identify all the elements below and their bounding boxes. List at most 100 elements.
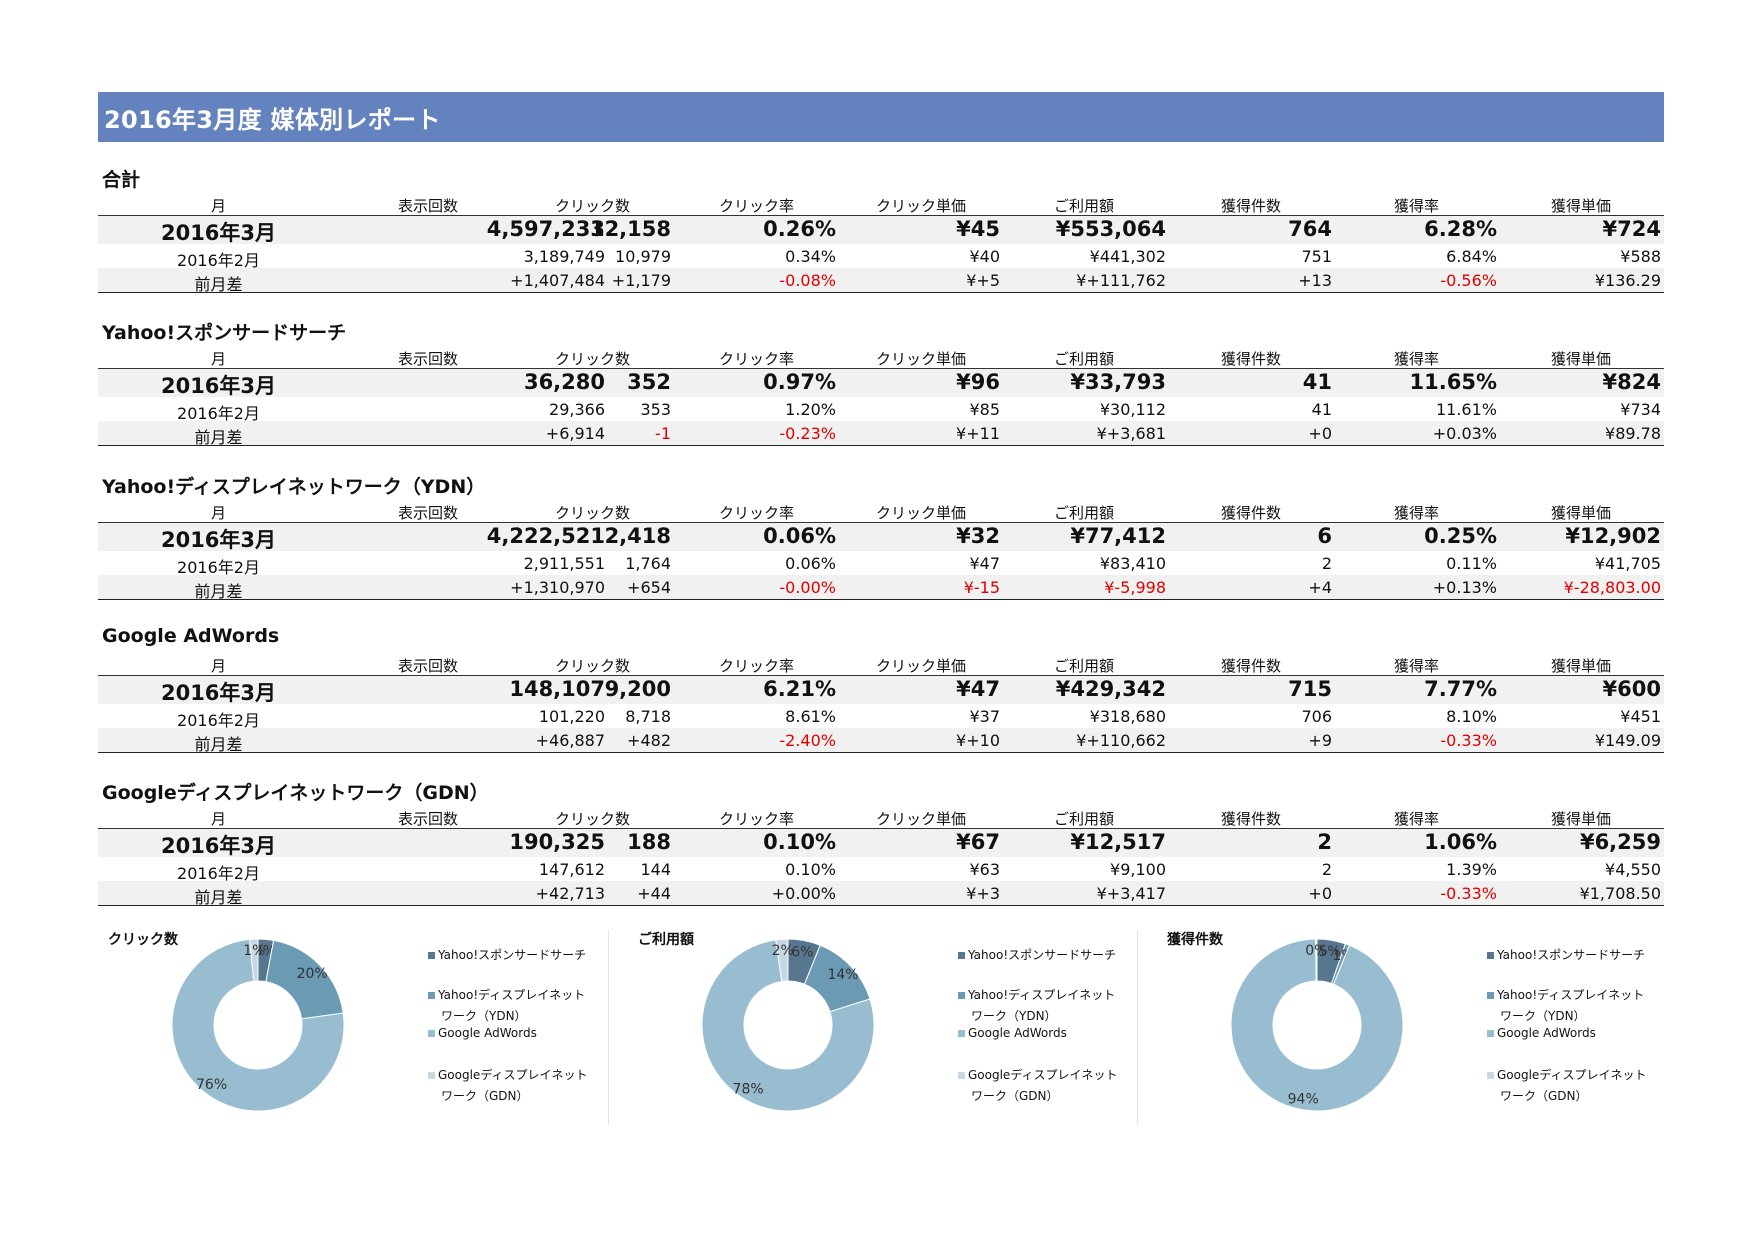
cell-cvr: -0.56% [1440,271,1497,290]
legend-item: Yahoo!スポンサードサーチ [428,945,608,966]
legend-label: Google AdWords [438,1026,537,1040]
cell-spend: ¥+111,762 [1076,271,1166,290]
cell-month: 前月差 [194,735,243,754]
row-difference: 前月差 +42,713 +44 +0.00% ¥+3 ¥+3,417 +0 -0.33% ¥1,… [98,881,1664,907]
row-previous-month: 2016年2月 3,189,749 10,979 0.34% ¥40 ¥441,302 75… [98,244,1664,270]
cell-cpa: ¥724 [1602,217,1661,241]
chart-divider [608,930,609,1125]
legend-swatch [428,952,435,959]
cell-month: 前月差 [194,275,243,294]
column-header-ctr: クリック率 [719,504,795,522]
slice-percent-label: 1% [243,943,265,959]
column-header-ctr: クリック率 [719,197,795,215]
cell-spend: ¥77,412 [1070,524,1166,548]
column-header-clicks: クリック数 [555,810,631,828]
cell-cpc: ¥67 [956,830,1000,854]
cell-spend: ¥30,112 [1099,400,1166,419]
cell-cvr: -0.33% [1440,884,1497,903]
cell-impressions: +6,914 [545,424,605,443]
cell-ctr: 0.34% [785,247,836,266]
legend-label: ワーク（YDN） [441,1009,527,1023]
cell-spend: ¥9,100 [1110,860,1166,879]
column-header-spend: ご利用額 [1054,504,1115,522]
cell-cpa: ¥12,902 [1565,524,1661,548]
slice-percent-label: 0% [1305,943,1327,959]
cell-cpc: ¥37 [969,707,1000,726]
cell-cvr: 1.06% [1424,830,1497,854]
donut-slice [171,938,345,1112]
column-header-clicks: クリック数 [555,197,631,215]
row-current-month: 2016年3月 36,280 352 0.97% ¥96 ¥33,793 41 11.65% ¥… [98,369,1664,398]
column-header-cpc: クリック単価 [876,810,967,828]
legend-item: Yahoo!ディスプレイネット ワーク（YDN） [958,985,1138,1027]
donut-slice [1230,938,1404,1112]
legend-swatch [1487,1030,1494,1037]
cell-clicks: 1,764 [625,554,671,573]
cell-conversions: 2 [1321,554,1332,573]
column-header-cpc: クリック単価 [876,504,967,522]
legend-swatch [1487,992,1494,999]
cell-cvr: 8.10% [1446,707,1497,726]
cell-cvr: +0.13% [1432,578,1497,597]
cell-spend: ¥+3,417 [1096,884,1166,903]
legend-swatch [1487,1072,1494,1079]
legend-item: Googleディスプレイネット ワーク（GDN） [428,1065,608,1107]
cell-conversions: 751 [1301,247,1332,266]
cell-month: 前月差 [194,428,243,447]
column-header-cpa: 獲得単価 [1551,657,1612,675]
cell-cvr: 1.39% [1446,860,1497,879]
donut-chart: 6% 14% 78% 2% [701,938,875,1112]
cell-cpc: ¥+5 [966,271,1000,290]
clicks-share-chart: クリック数 3% 20% 76% 1% Yahoo!スポンサードサーチ Yahoo!ディスプ… [98,925,618,1125]
section-title: Yahoo!スポンサードサーチ [102,322,347,344]
page-title: 2016年3月度 媒体別レポート [104,106,441,134]
row-difference: 前月差 +6,914 -1 -0.23% ¥+11 ¥+3,681 +0 +0.03% ¥89.… [98,421,1664,447]
cell-clicks: 2,418 [604,524,671,548]
cell-impressions: 147,612 [538,860,605,879]
cell-cpc: ¥40 [969,247,1000,266]
cell-ctr: 0.26% [763,217,836,241]
cell-cpc: ¥47 [969,554,1000,573]
column-header-impressions: 表示回数 [398,657,459,675]
cell-ctr: 0.06% [785,554,836,573]
cell-month: 前月差 [194,582,243,601]
column-header-impressions: 表示回数 [398,810,459,828]
row-difference: 前月差 +1,310,970 +654 -0.00% ¥-15 ¥-5,998 +4 +0.1… [98,575,1664,601]
cell-impressions: 4,222,521 [486,524,605,548]
column-header-spend: ご利用額 [1054,810,1115,828]
cell-cvr: 11.65% [1409,370,1497,394]
column-header-cpa: 獲得単価 [1551,197,1612,215]
cell-spend: ¥12,517 [1070,830,1166,854]
cell-cpa: ¥588 [1620,247,1661,266]
legend-label: ワーク（GDN） [441,1089,529,1103]
cell-cpa: ¥1,708.50 [1579,884,1661,903]
column-header-impressions: 表示回数 [398,197,459,215]
cell-impressions: 4,597,233 [486,217,605,241]
cell-impressions: 101,220 [538,707,605,726]
cell-impressions: 148,107 [509,677,605,701]
cell-clicks: 9,200 [604,677,671,701]
cell-cpc: ¥+11 [956,424,1000,443]
donut-slice [1315,938,1318,982]
cell-cpa: ¥6,259 [1579,830,1661,854]
cell-spend: ¥+3,681 [1096,424,1166,443]
cell-month: 前月差 [194,888,243,907]
slice-percent-label: 20% [297,966,328,982]
section-title: Yahoo!ディスプレイネットワーク（YDN） [102,476,486,498]
column-header-cvr: 獲得率 [1394,197,1440,215]
cell-impressions: +1,310,970 [510,578,605,597]
data-rows: 2016年3月 4,597,233 12,158 0.26% ¥45 ¥553,064 76… [98,215,1664,294]
cell-clicks: +482 [627,731,671,750]
cell-cvr: 11.61% [1435,400,1497,419]
legend-label: Yahoo!スポンサードサーチ [968,948,1117,962]
donut-chart: 5%1%94%0% [1230,938,1404,1112]
cell-month: 2016年3月 [160,681,277,705]
cell-cpc: ¥+10 [956,731,1000,750]
column-header-cvr: 獲得率 [1394,350,1440,368]
cell-impressions: 2,911,551 [523,554,605,573]
cell-ctr: 0.10% [785,860,836,879]
legend-swatch [958,992,965,999]
row-previous-month: 2016年2月 29,366 353 1.20% ¥85 ¥30,112 41 11.61% ¥… [98,397,1664,423]
conversions-share-chart: 獲得件数 5% 1% 94% 0% Yahoo!スポンサードサーチ Yahoo!ディスプレイ… [1157,925,1677,1125]
header-row: 月 表示回数 クリック数 クリック率 クリック単価 ご利用額 獲得件数 獲得率 獲得単価 [98,806,1664,828]
